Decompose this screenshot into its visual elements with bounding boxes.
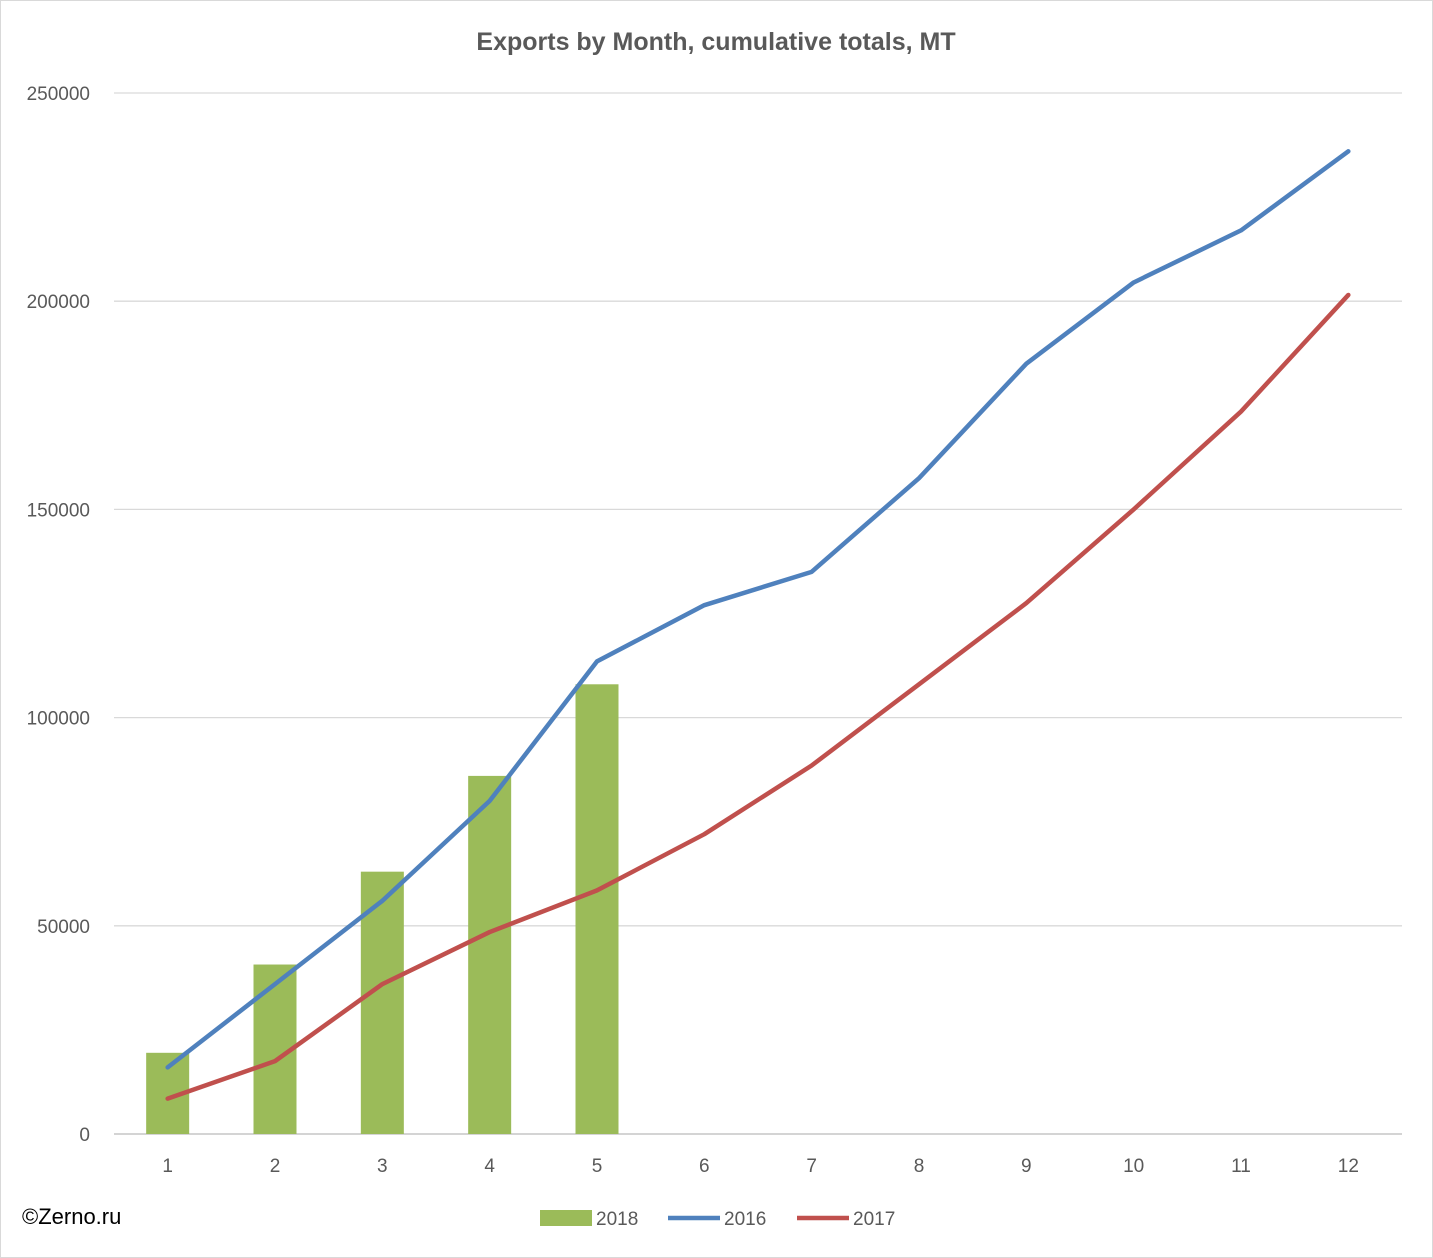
legend-label-2016: 2016 — [724, 1209, 766, 1230]
line-series-2016 — [165, 149, 1351, 1070]
y-tick-label-100000: 100000 — [27, 709, 90, 730]
x-tick-label-8: 8 — [914, 1156, 925, 1177]
legend-label-2018: 2018 — [596, 1209, 638, 1230]
y-tick-label-250000: 250000 — [27, 84, 90, 105]
x-tick-label-4: 4 — [484, 1156, 495, 1177]
x-tick-label-2: 2 — [270, 1156, 281, 1177]
legend-label-2017: 2017 — [853, 1209, 895, 1230]
bar-2018-5 — [575, 684, 619, 1134]
chart-title: Exports by Month, cumulative totals, MT — [476, 28, 955, 56]
x-tick-label-12: 12 — [1338, 1156, 1359, 1177]
x-tick-label-6: 6 — [699, 1156, 710, 1177]
x-tick-label-7: 7 — [806, 1156, 817, 1177]
x-tick-label-9: 9 — [1021, 1156, 1032, 1177]
x-tick-label-10: 10 — [1123, 1156, 1144, 1177]
x-tick-label-11: 11 — [1231, 1156, 1251, 1177]
x-tick-label-3: 3 — [377, 1156, 388, 1177]
line-series-2017 — [165, 292, 1351, 1101]
y-tick-label-150000: 150000 — [27, 500, 90, 521]
legend-swatch-2018 — [540, 1210, 592, 1226]
y-tick-label-50000: 50000 — [37, 917, 90, 938]
x-tick-label-5: 5 — [592, 1156, 603, 1177]
y-tick-label-0: 0 — [79, 1125, 90, 1146]
bar-2018-4 — [468, 775, 512, 1134]
bar-2018-3 — [360, 871, 404, 1134]
y-tick-label-200000: 200000 — [27, 292, 90, 313]
x-tick-label-1: 1 — [162, 1156, 173, 1177]
copyright-text: ©Zerno.ru — [22, 1204, 122, 1229]
